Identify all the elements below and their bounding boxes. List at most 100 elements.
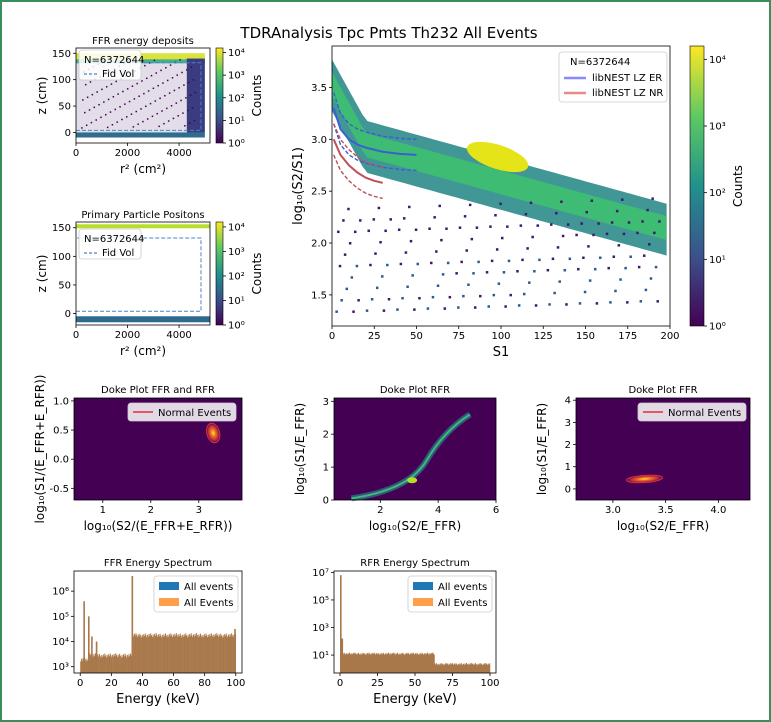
histogram-bar [422,653,424,673]
heatmap-cell [89,81,92,83]
histogram-bar [218,634,220,673]
histogram-bar [128,654,130,673]
heatmap-cell [353,230,357,234]
heatmap-cell [193,119,196,122]
x-tick-label: 1 [100,505,106,516]
heatmap-cell [173,89,176,92]
histogram-bar [210,635,212,673]
heatmap-cell [565,303,568,306]
heatmap-cell [646,208,649,212]
heatmap-wall-band [186,58,205,133]
heatmap-cell [95,119,97,121]
y-tick-label: 0 [65,128,71,139]
heatmap-cell [109,111,112,113]
histogram-bar [171,635,173,673]
heatmap-cell [141,80,143,82]
histogram-bar [463,664,465,673]
histogram-bar [356,653,358,673]
histogram-bar [122,656,124,673]
heatmap-cell [492,293,496,297]
histogram-bar [213,634,215,673]
heatmap-cell [553,291,556,295]
histogram-bar [488,664,490,673]
histogram-bar [484,663,485,673]
band-median-line [332,107,417,156]
heatmap-cell [136,82,138,85]
histogram-bar [120,657,122,673]
heatmap-cell [475,226,479,229]
heatmap-cell [82,99,84,101]
histogram-bar [479,664,481,673]
histogram-bar [364,654,366,673]
histogram-bar [219,636,221,673]
histogram-bar [358,652,359,673]
heatmap-cell [401,296,404,300]
histogram-bar [352,654,353,673]
heatmap-cell [457,306,460,309]
colorbar-tick-label: 10⁰ [228,321,245,332]
heatmap-cell [168,92,171,94]
y-tick-label: 10⁶ [52,587,69,598]
histogram-bar [197,636,199,673]
legend-label: N=6372644 [84,55,144,66]
histogram-bar [144,633,146,673]
histogram-bar [410,654,412,673]
histogram-bar [158,636,160,673]
histogram-bar [159,633,161,673]
histogram-bar [394,654,396,673]
histogram-bar [221,635,222,673]
histogram-bar [361,653,363,673]
histogram-bar [377,652,379,673]
heatmap-cell [445,227,448,230]
histogram-bar [472,664,474,673]
histogram-bar [149,635,151,673]
histogram-bar [186,637,188,673]
histogram-bar [466,662,467,673]
histogram-bar [419,654,421,673]
histogram-peak [234,628,236,673]
histogram-bar [477,663,479,673]
heatmap-cell [377,206,381,210]
heatmap-cell [636,231,639,235]
heatmap-cell [343,253,347,256]
heatmap-cell [580,222,583,225]
histogram-bar [366,654,368,673]
heatmap-cell [112,96,115,98]
histogram-bar [379,654,380,673]
histogram-bar [346,654,348,673]
histogram-bar [349,652,350,673]
heatmap-cell [607,266,610,270]
histogram-bar [98,656,100,673]
heatmap-cell [342,219,345,222]
heatmap-cell [641,220,644,223]
histogram-bar [379,653,381,673]
heatmap-cell [653,231,656,235]
histogram-bar [372,652,374,673]
histogram-bar [426,654,428,673]
plot-border [575,397,751,501]
histogram-bar [396,654,398,673]
heatmap-cell [497,282,501,285]
histogram-bar [170,633,172,673]
heatmap-cell [90,121,93,124]
histogram-bar [223,636,225,673]
heatmap-cell [117,93,119,95]
histogram-bar [487,665,488,673]
legend-label: libNEST LZ ER [592,73,662,84]
histogram-bar [456,664,458,673]
histogram-bar [174,633,176,673]
heatmap-cell [551,257,555,261]
heatmap-cell [372,218,376,221]
histogram-bar [348,654,350,673]
x-tick-label: 0 [337,678,343,689]
x-tick-label: 150 [576,331,595,342]
histogram-bar [176,635,178,673]
heatmap-cell [179,59,181,61]
histogram-peak [83,601,85,673]
colorbar-tick-label: 10⁰ [228,139,245,150]
histogram-bar [459,663,461,673]
histogram-bar [222,634,224,673]
histogram-bar [192,637,194,673]
heatmap-cell [529,201,533,205]
histogram-bar [161,634,163,673]
